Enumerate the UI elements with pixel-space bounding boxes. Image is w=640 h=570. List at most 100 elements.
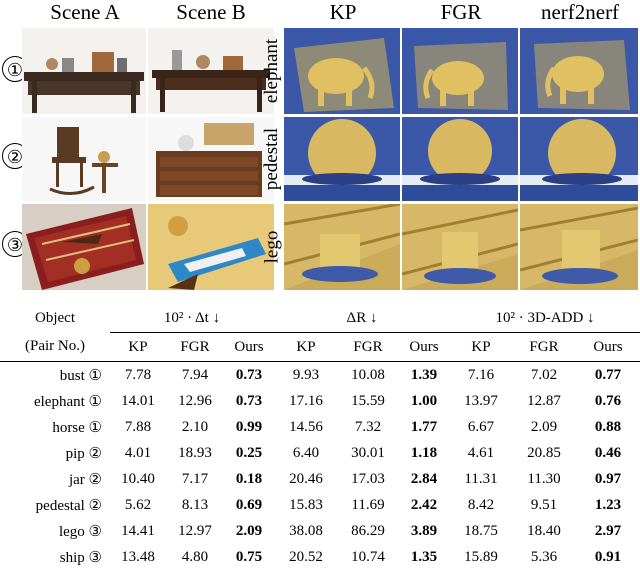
nerf2nerf-result-pedestal — [520, 117, 638, 201]
table-cell: 18.40 — [512, 518, 576, 544]
row-object-name: ship ③ — [0, 544, 110, 570]
table-cell: 4.80 — [166, 544, 224, 570]
table-cell: 9.51 — [512, 492, 576, 518]
table-cell: 1.35 — [398, 544, 450, 570]
table-cell: 14.41 — [110, 518, 166, 544]
table-cell: 15.89 — [450, 544, 512, 570]
sub-header: FGR — [166, 333, 224, 362]
table-cell: 0.77 — [576, 362, 640, 389]
fgr-result-pedestal — [402, 117, 518, 201]
table-cell: 8.13 — [166, 492, 224, 518]
table-cell: 0.97 — [576, 466, 640, 492]
table-cell: 0.73 — [224, 388, 274, 414]
table-cell: 18.93 — [166, 440, 224, 466]
table-cell: 18.75 — [450, 518, 512, 544]
nerf2nerf-result-elephant — [520, 28, 638, 114]
kp-result-pedestal — [284, 117, 400, 201]
table-cell: 0.99 — [224, 414, 274, 440]
sub-header: Ours — [576, 333, 640, 362]
row-label-lego: lego — [261, 204, 283, 290]
row-label-pedestal: pedestal — [261, 117, 283, 201]
scene-b-image-2 — [148, 117, 274, 201]
table-cell: 2.09 — [512, 414, 576, 440]
table-header-row-1: Object 10² · Δt ↓ ΔR ↓ 10² · 3D-ADD ↓ — [0, 304, 640, 333]
table-cell: 0.73 — [224, 362, 274, 389]
header-scene-b: Scene B — [148, 0, 274, 25]
table-cell: 11.69 — [338, 492, 398, 518]
sub-header: Ours — [224, 333, 274, 362]
table-cell: 0.75 — [224, 544, 274, 570]
table-cell: 7.88 — [110, 414, 166, 440]
row-object-name: pip ② — [0, 440, 110, 466]
row-object-name: elephant ① — [0, 388, 110, 414]
table-cell: 13.97 — [450, 388, 512, 414]
header-kp: KP — [284, 0, 402, 25]
results-table: Object 10² · Δt ↓ ΔR ↓ 10² · 3D-ADD ↓ (P… — [0, 304, 640, 570]
sub-header: FGR — [338, 333, 398, 362]
table-cell: 1.18 — [398, 440, 450, 466]
col-object: Object — [0, 304, 110, 333]
table-cell: 0.91 — [576, 544, 640, 570]
table-cell: 11.30 — [512, 466, 576, 492]
group-3d-add: 10² · 3D-ADD ↓ — [450, 304, 640, 333]
table-cell: 5.62 — [110, 492, 166, 518]
table-cell: 10.08 — [338, 362, 398, 389]
table-cell: 0.18 — [224, 466, 274, 492]
table-cell: 7.94 — [166, 362, 224, 389]
table-cell: 12.87 — [512, 388, 576, 414]
table-cell: 2.10 — [166, 414, 224, 440]
table-cell: 7.16 — [450, 362, 512, 389]
table-cell: 1.77 — [398, 414, 450, 440]
table-cell: 5.36 — [512, 544, 576, 570]
row-label-elephant: elephant — [261, 28, 283, 114]
table-cell: 20.52 — [274, 544, 338, 570]
table-cell: 8.42 — [450, 492, 512, 518]
table-cell: 12.96 — [166, 388, 224, 414]
table-cell: 15.83 — [274, 492, 338, 518]
table-cell: 0.25 — [224, 440, 274, 466]
table-cell: 17.03 — [338, 466, 398, 492]
scene-b-image-3 — [148, 204, 274, 290]
table-cell: 6.67 — [450, 414, 512, 440]
table-cell: 0.88 — [576, 414, 640, 440]
scene-a-image-2 — [22, 117, 146, 201]
table-cell: 0.76 — [576, 388, 640, 414]
group-translation: 10² · Δt ↓ — [110, 304, 274, 333]
table-cell: 1.00 — [398, 388, 450, 414]
table-cell: 20.85 — [512, 440, 576, 466]
group-rotation: ΔR ↓ — [274, 304, 450, 333]
table-cell: 0.46 — [576, 440, 640, 466]
row-object-name: jar ② — [0, 466, 110, 492]
sub-header: KP — [274, 333, 338, 362]
col-pair: (Pair No.) — [0, 333, 110, 362]
table-cell: 3.89 — [398, 518, 450, 544]
row-object-name: bust ① — [0, 362, 110, 389]
table-cell: 2.84 — [398, 466, 450, 492]
table-cell: 9.93 — [274, 362, 338, 389]
table-cell: 86.29 — [338, 518, 398, 544]
table-header-row-2: (Pair No.) KP FGR Ours KP FGR Ours KP FG… — [0, 333, 640, 362]
fgr-result-elephant — [402, 28, 518, 114]
table-cell: 7.17 — [166, 466, 224, 492]
table-cell: 2.42 — [398, 492, 450, 518]
table-cell: 10.40 — [110, 466, 166, 492]
row-object-name: horse ① — [0, 414, 110, 440]
table-cell: 15.59 — [338, 388, 398, 414]
table-cell: 0.69 — [224, 492, 274, 518]
table-cell: 7.02 — [512, 362, 576, 389]
row-object-name: pedestal ② — [0, 492, 110, 518]
table-cell: 17.16 — [274, 388, 338, 414]
header-scene-a: Scene A — [22, 0, 148, 25]
table-cell: 2.09 — [224, 518, 274, 544]
table-cell: 11.31 — [450, 466, 512, 492]
row-object-name: lego ③ — [0, 518, 110, 544]
